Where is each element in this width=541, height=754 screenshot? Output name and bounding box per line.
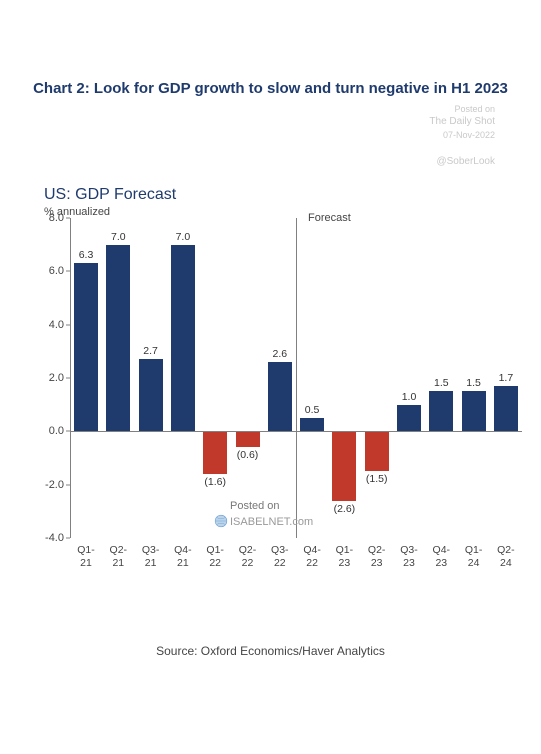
chart-subtitle: US: GDP Forecast: [44, 186, 176, 204]
forecast-separator: [296, 218, 297, 538]
attribution-handle: @SoberLook: [436, 156, 495, 167]
bar: [203, 431, 227, 474]
y-tick-mark: [66, 271, 70, 272]
watermark-line1: Posted on: [230, 500, 280, 512]
bar: [429, 391, 453, 431]
y-tick-mark: [66, 218, 70, 219]
y-tick-mark: [66, 484, 70, 485]
bar: [365, 431, 389, 471]
bar-value-label: (1.6): [195, 476, 235, 488]
y-tick-mark: [66, 538, 70, 539]
bar-value-label: (1.5): [357, 473, 397, 485]
bar-value-label: (2.6): [324, 503, 364, 515]
bar-value-label: 7.0: [163, 231, 203, 243]
y-tick-label: 0.0: [34, 425, 64, 437]
bar-value-label: 0.5: [292, 404, 332, 416]
source-line: Source: Oxford Economics/Haver Analytics: [0, 644, 541, 658]
bar: [300, 418, 324, 431]
bar: [462, 391, 486, 431]
bar-value-label: 2.6: [260, 348, 300, 360]
bar-value-label: (0.6): [228, 449, 268, 461]
bar-value-label: 6.3: [66, 249, 106, 261]
bar: [171, 245, 195, 432]
x-tick-label: Q2-24: [486, 544, 526, 569]
y-tick-label: 8.0: [34, 212, 64, 224]
y-axis-line: [70, 218, 71, 538]
bar: [139, 359, 163, 431]
bar: [74, 263, 98, 431]
y-tick-mark: [66, 431, 70, 432]
bar: [236, 431, 260, 447]
bar-value-label: 2.7: [131, 345, 171, 357]
attribution-posted-on: Posted on: [454, 104, 495, 114]
y-tick-label: 4.0: [34, 319, 64, 331]
y-tick-label: -4.0: [34, 532, 64, 544]
bar: [494, 386, 518, 431]
bar: [397, 405, 421, 432]
bar-value-label: 1.0: [389, 391, 429, 403]
y-tick-label: -2.0: [34, 479, 64, 491]
attribution-date: 07-Nov-2022: [443, 130, 495, 140]
bar: [268, 362, 292, 431]
y-tick-mark: [66, 378, 70, 379]
y-tick-label: 2.0: [34, 372, 64, 384]
chart-title: Chart 2: Look for GDP growth to slow and…: [0, 80, 541, 97]
bar-value-label: 1.7: [486, 372, 526, 384]
bar: [332, 431, 356, 500]
y-tick-label: 6.0: [34, 265, 64, 277]
bar-value-label: 7.0: [98, 231, 138, 243]
bar: [106, 245, 130, 432]
y-tick-mark: [66, 324, 70, 325]
watermark-line2: ISABELNET.com: [230, 516, 313, 528]
chart-container: Chart 2: Look for GDP growth to slow and…: [0, 0, 541, 754]
globe-icon: [214, 514, 228, 531]
attribution-source: The Daily Shot: [429, 116, 495, 127]
